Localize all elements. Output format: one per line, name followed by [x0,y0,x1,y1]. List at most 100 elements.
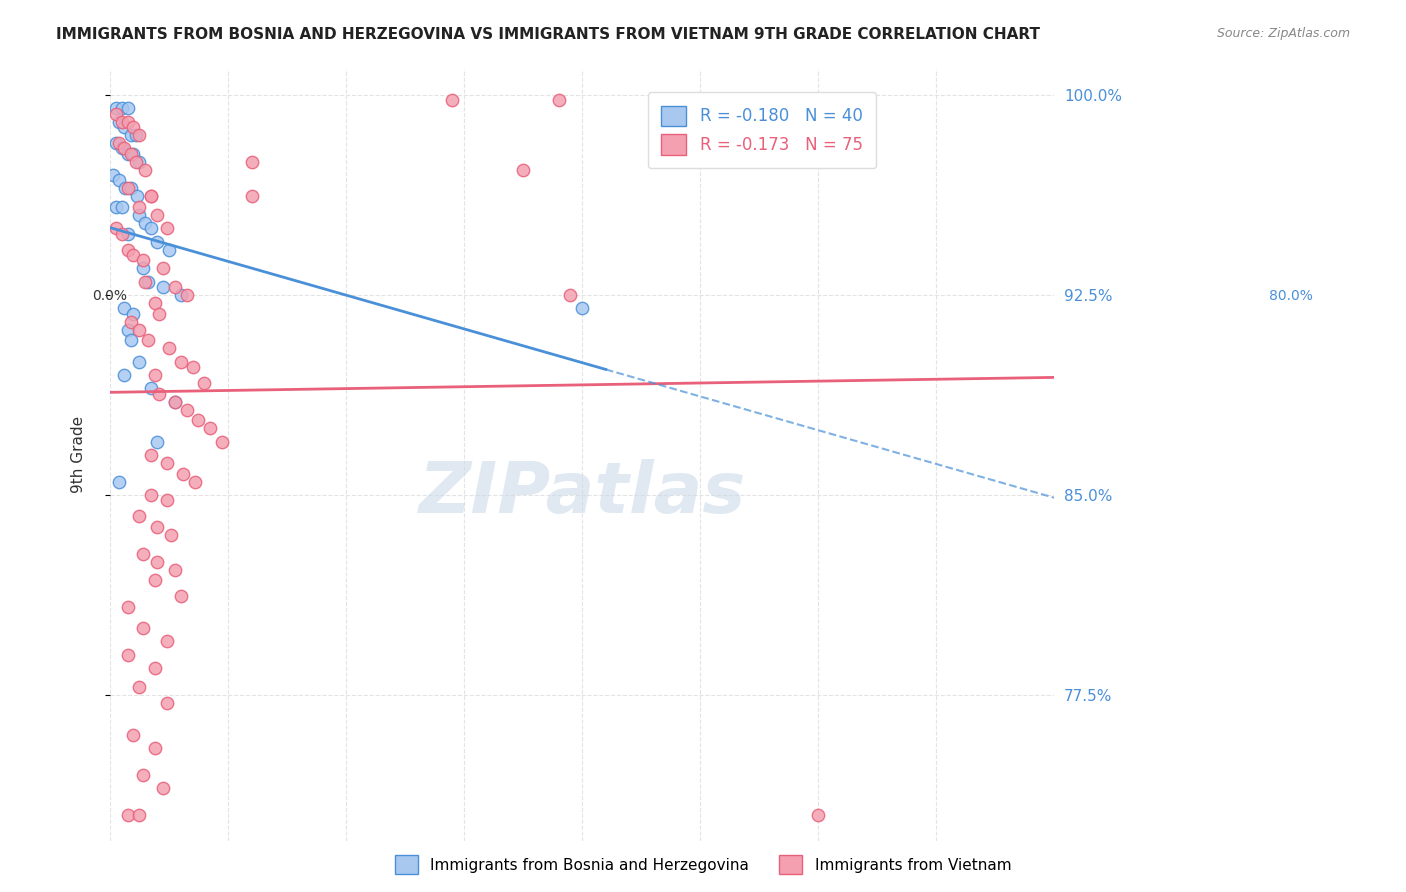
Point [117,243,139,257]
Point [136,334,159,348]
Point [141,189,163,203]
Point [157,342,180,356]
Text: Source: ZipAtlas.com: Source: ZipAtlas.com [1216,27,1350,40]
Point [187,413,209,427]
Point [547,94,569,108]
Point [125,128,148,143]
Point [143,661,166,675]
Point [143,573,166,587]
Point [108,173,131,187]
Point [163,280,186,294]
Point [141,381,163,395]
Point [240,154,263,169]
Point [108,136,131,150]
Point [155,493,177,508]
Point [143,741,166,756]
Point [104,102,127,116]
Point [146,208,169,222]
Point [108,115,131,129]
Point [112,368,135,382]
Point [143,368,166,382]
Point [176,288,198,302]
Point [132,621,155,635]
Point [148,386,170,401]
Point [128,154,150,169]
Point [132,253,155,268]
Text: ZIPatlas: ZIPatlas [419,459,745,528]
Text: 80.0%: 80.0% [1268,289,1313,302]
Point [441,94,464,108]
Point [112,141,135,155]
Point [120,146,142,161]
Point [128,323,150,337]
Point [128,200,150,214]
Point [112,120,135,135]
Point [117,648,139,662]
Point [132,261,155,276]
Point [104,221,127,235]
Point [111,141,134,155]
Point [134,275,156,289]
Point [163,394,186,409]
Point [136,275,159,289]
Point [128,208,150,222]
Point [155,221,177,235]
Point [146,235,169,249]
Point [128,680,150,694]
Point [146,554,169,568]
Point [170,589,193,603]
Point [172,467,194,481]
Point [122,728,145,742]
Point [120,315,142,329]
Point [143,296,166,310]
Text: IMMIGRANTS FROM BOSNIA AND HERZEGOVINA VS IMMIGRANTS FROM VIETNAM 9TH GRADE CORR: IMMIGRANTS FROM BOSNIA AND HERZEGOVINA V… [56,27,1040,42]
Point [128,807,150,822]
Point [111,200,134,214]
Point [117,102,139,116]
Point [176,402,198,417]
Point [122,120,145,135]
Point [211,434,233,449]
Point [111,102,134,116]
Point [103,168,125,182]
Point [141,448,163,462]
Point [152,280,174,294]
Point [112,301,135,316]
Legend: R = -0.180   N = 40, R = -0.173   N = 75: R = -0.180 N = 40, R = -0.173 N = 75 [648,92,876,168]
Point [132,767,155,781]
Point [120,128,142,143]
Point [104,136,127,150]
Point [108,475,131,489]
Point [512,162,534,177]
Point [163,562,186,576]
Point [117,227,139,241]
Point [117,807,139,822]
Point [125,189,148,203]
Text: 0.0%: 0.0% [93,289,128,302]
Point [134,162,156,177]
Point [181,359,204,374]
Point [200,421,222,435]
Point [170,354,193,368]
Point [120,181,142,195]
Point [117,323,139,337]
Point [134,216,156,230]
Point [128,128,150,143]
Point [122,307,145,321]
Point [141,488,163,502]
Point [141,189,163,203]
Point [125,154,148,169]
Point [146,520,169,534]
Point [117,181,139,195]
Point [152,780,174,795]
Point [122,248,145,262]
Point [117,115,139,129]
Point [111,227,134,241]
Point [117,146,139,161]
Point [104,200,127,214]
Point [128,509,150,524]
Legend: Immigrants from Bosnia and Herzegovina, Immigrants from Vietnam: Immigrants from Bosnia and Herzegovina, … [388,849,1018,880]
Point [132,547,155,561]
Point [155,634,177,648]
Point [160,528,183,542]
